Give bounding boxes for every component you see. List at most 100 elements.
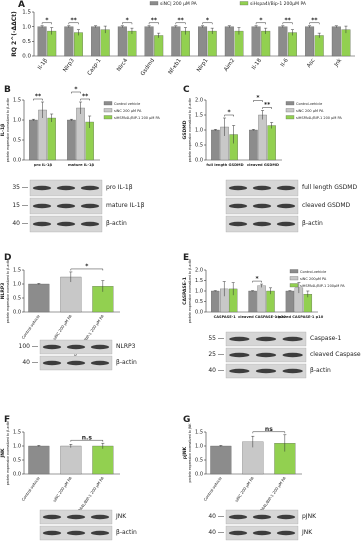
y-axis-label: protein expression normalized to β-actin	[6, 421, 10, 486]
blot-label: Caspase-1	[310, 335, 341, 342]
blot-band	[228, 203, 248, 209]
error-bar	[317, 32, 321, 38]
blot-band	[252, 514, 272, 520]
blot-band	[80, 221, 100, 227]
significance-label: **	[178, 17, 185, 24]
y-tick-label: 1.0	[22, 24, 31, 30]
significance-label: **	[35, 93, 42, 100]
x-tick-label: Il-1β	[37, 57, 49, 71]
y-tick-label: 2.0	[195, 268, 203, 274]
x-tick-label: Nlrp3	[62, 57, 76, 73]
y-tick-label: 1.5	[195, 113, 203, 119]
error-bar	[37, 283, 41, 285]
error-bar	[260, 283, 264, 288]
error-bar	[306, 290, 310, 298]
bar	[180, 30, 190, 57]
blot-band	[252, 221, 272, 227]
bar	[198, 26, 208, 57]
panel: B 0.0 0.5 1.0 1.5 IL-1β protein expression nor…	[0, 85, 160, 233]
blot-band	[276, 221, 296, 227]
significance-label: **	[285, 17, 292, 24]
legend-label: siHSPA4L/BIP-1 200μM PA	[300, 284, 345, 288]
blot-marker: 15	[12, 202, 20, 209]
significance-label: *	[85, 263, 89, 270]
significance-label: *	[206, 17, 210, 24]
y-tick-label: 0.5	[22, 39, 31, 45]
blot-label: cleaved GSDMD	[302, 202, 351, 209]
legend-label: siHspa4l/Bip-1 200μM PA	[250, 1, 307, 7]
bar	[47, 117, 56, 161]
bar	[210, 445, 232, 475]
y-tick-label: 1.5	[13, 98, 21, 104]
y-tick-label: 2.0	[195, 98, 203, 104]
legend-swatch	[289, 269, 299, 274]
y-tick-label: 0.5	[195, 299, 203, 305]
significance-label: **	[264, 102, 271, 109]
bar	[100, 29, 110, 57]
bar	[47, 30, 57, 57]
blot-band	[90, 344, 110, 350]
x-tick-label: CASPASE-1	[214, 315, 237, 319]
legend-label: siNC 200μM PA	[300, 277, 327, 281]
blot-label: β-actin	[116, 359, 137, 366]
bar	[305, 26, 315, 57]
bar	[67, 119, 76, 161]
error-bar	[201, 25, 205, 28]
blot-label: β-actin	[310, 367, 331, 374]
bar	[251, 26, 261, 57]
significance-bracket	[122, 22, 133, 25]
blot-marker: 25	[208, 351, 216, 358]
error-bar	[231, 282, 235, 296]
y-axis-label: protein expression normalized to JNK	[188, 423, 192, 483]
y-tick-label: 0.5	[13, 296, 21, 302]
y-axis-title: CASPASE-1	[182, 277, 188, 305]
y-axis-title: JNK	[0, 448, 6, 458]
blot-band	[228, 514, 248, 520]
bar	[234, 30, 244, 57]
legend-label: siNC 200 μM PA	[114, 109, 142, 113]
error-bar	[101, 280, 105, 292]
x-tick-label: Control-vehicle	[20, 313, 41, 340]
bar	[60, 445, 82, 475]
legend-label: Control-vehicle	[296, 102, 322, 106]
bar	[257, 285, 266, 313]
blot-band	[255, 368, 277, 374]
significance-bracket	[148, 22, 159, 25]
blot-band	[276, 185, 296, 191]
error-bar	[270, 122, 274, 129]
blot-band	[42, 514, 62, 520]
legend-label: siHSPA4L/BIP-1 200 μM PA	[114, 116, 160, 120]
blot-band	[90, 514, 110, 520]
significance-bracket	[252, 280, 262, 283]
error-bar	[281, 25, 285, 28]
error-bar	[264, 27, 268, 34]
error-bar	[157, 32, 161, 38]
blot-band	[90, 530, 110, 536]
significance-label: *	[74, 86, 78, 93]
bar	[64, 26, 74, 57]
blot-marker: 35	[12, 184, 20, 191]
bar	[314, 35, 324, 57]
x-tick-label: Il-6	[280, 57, 290, 68]
y-tick-label: 1.0	[13, 118, 21, 124]
blot-band	[229, 368, 250, 374]
significance-bracket	[70, 268, 104, 271]
blot-label: pJNK	[302, 513, 317, 520]
y-tick-label: 0.0	[195, 472, 203, 478]
blot-band	[276, 530, 296, 536]
panel-letter: B	[4, 85, 11, 95]
bar	[287, 32, 297, 57]
blot-band	[42, 344, 62, 350]
bar	[261, 30, 271, 57]
y-tick-label: 1.5	[195, 430, 203, 436]
y-axis-label: RQ 2^(-ΔΔCt)	[11, 11, 18, 57]
blot-band	[282, 368, 303, 374]
blot-band	[90, 360, 110, 366]
significance-bracket	[309, 22, 320, 25]
legend-label: siNC 200 μM PA	[296, 109, 324, 113]
error-bar	[283, 434, 287, 452]
x-tick-label: siNC 200 μM PA	[234, 475, 255, 503]
blot-marker: 55	[208, 335, 216, 342]
